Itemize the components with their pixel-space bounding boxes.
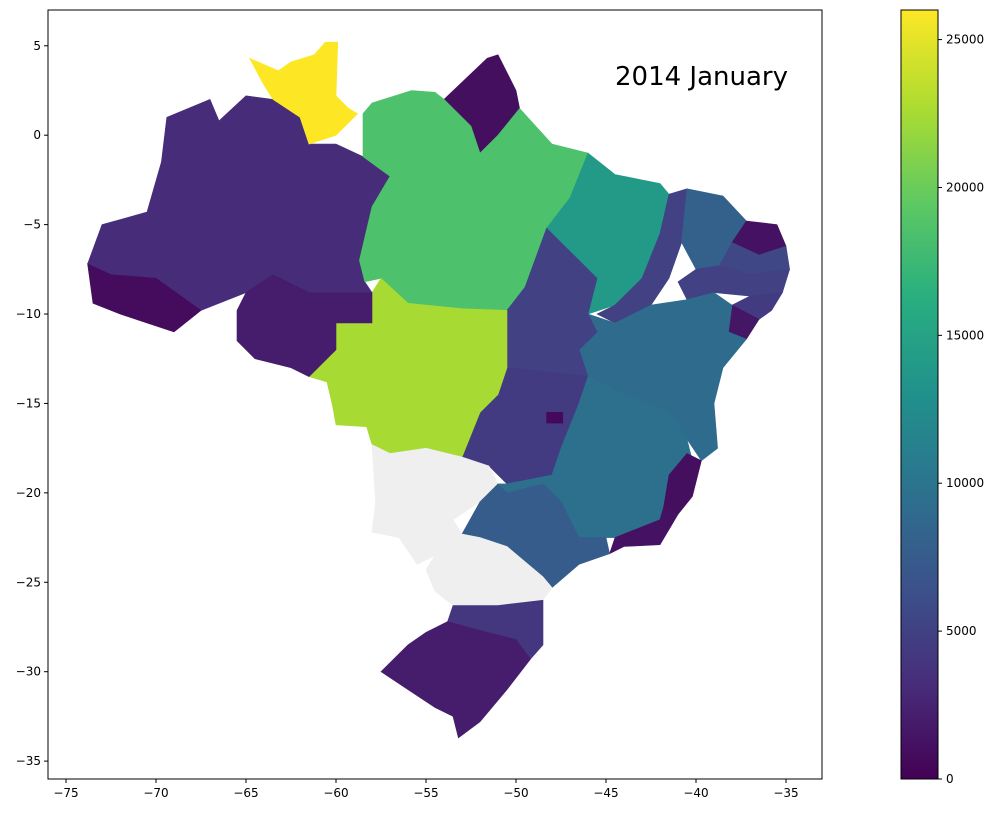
y-axis: 5 0 −5 −10 −15 −20 −25 −30 −35 xyxy=(16,39,48,768)
region-to xyxy=(506,227,598,377)
colorbar-tick-label: 0 xyxy=(946,772,954,786)
x-tick-label: −70 xyxy=(143,786,168,800)
colorbar-tick-label: 10000 xyxy=(946,476,984,490)
region-al xyxy=(731,292,783,320)
x-tick-label: −55 xyxy=(413,786,438,800)
colorbar-axis: 0 5000 10000 15000 20000 25000 xyxy=(938,33,984,786)
x-tick-label: −65 xyxy=(233,786,258,800)
axes-frame xyxy=(47,9,823,780)
region-rr xyxy=(248,41,359,145)
y-tick-label: −5 xyxy=(23,218,41,232)
y-tick-label: −35 xyxy=(16,754,41,768)
x-tick-label: −35 xyxy=(773,786,798,800)
region-rs xyxy=(380,621,531,739)
y-tick-label: −15 xyxy=(16,396,41,410)
x-tick-label: −75 xyxy=(53,786,78,800)
y-tick-label: 0 xyxy=(33,128,41,142)
map-title: 2014 January xyxy=(615,62,788,92)
colorbar-tick-label: 15000 xyxy=(946,328,984,342)
y-tick-label: −10 xyxy=(16,307,41,321)
y-tick-label: −20 xyxy=(16,486,41,500)
colorbar-tick-label: 20000 xyxy=(946,180,984,194)
region-pr xyxy=(425,519,553,606)
x-tick-label: −50 xyxy=(503,786,528,800)
region-ac xyxy=(87,263,202,333)
colorbar xyxy=(900,9,939,780)
x-tick-label: −45 xyxy=(593,786,618,800)
region-rj xyxy=(609,506,679,555)
x-tick-label: −40 xyxy=(683,786,708,800)
x-tick-label: −60 xyxy=(323,786,348,800)
region-df xyxy=(546,412,564,424)
y-tick-label: 5 xyxy=(33,39,41,53)
colorbar-tick-label: 25000 xyxy=(946,33,984,47)
region-ro xyxy=(236,274,373,377)
y-tick-label: −25 xyxy=(16,575,41,589)
colorbar-tick-label: 5000 xyxy=(946,624,977,638)
x-axis: −75 −70 −65 −60 −55 −50 −45 −40 −35 xyxy=(53,779,799,800)
y-tick-label: −30 xyxy=(16,665,41,679)
region-ms xyxy=(371,444,499,565)
regions-layer xyxy=(87,41,791,739)
